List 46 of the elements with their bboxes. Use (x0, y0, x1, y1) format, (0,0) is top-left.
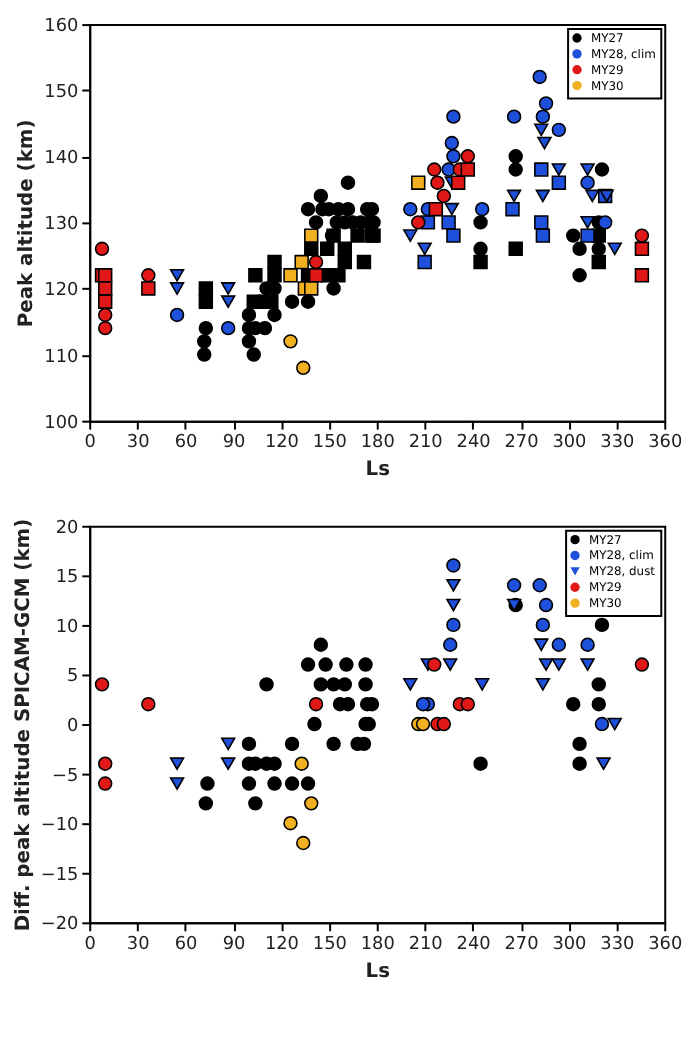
x-tick-label: 150 (312, 433, 348, 454)
y-tick-label: 100 (44, 413, 79, 434)
y-tick-label: 15 (55, 568, 79, 589)
x-tick-label: 60 (174, 935, 199, 956)
y-tick-label: 20 (55, 518, 79, 539)
y-tick-label: 120 (44, 281, 79, 302)
y-tick-label: 140 (44, 149, 79, 170)
x-tick-label: 120 (264, 935, 300, 956)
y-axis-title: Diff. peak altitude SPICAM-GCM (km) (12, 518, 35, 932)
y-tick-label: 130 (44, 215, 79, 236)
x-tick-label: 330 (600, 935, 635, 956)
x-tick-label: 180 (360, 433, 396, 454)
y-tick-label: 150 (44, 83, 79, 104)
x-tick-label: 300 (552, 433, 588, 454)
x-tick-label: 240 (456, 433, 492, 454)
x-tick-label: 180 (360, 935, 396, 956)
x-tick-label: 90 (222, 935, 246, 956)
x-tick-label: 150 (312, 935, 348, 956)
x-tick-label: 30 (126, 433, 151, 454)
x-tick-label: 330 (600, 433, 635, 454)
x-tick-label: 240 (456, 935, 492, 956)
y-tick-label: 110 (44, 347, 79, 368)
x-axis-title: Ls (365, 960, 391, 983)
x-tick-label: 120 (264, 433, 300, 454)
y-tick-label: 160 (44, 17, 79, 38)
x-tick-label: 0 (84, 433, 97, 454)
y-tick-label: 0 (66, 716, 79, 737)
x-tick-label: 90 (222, 433, 246, 454)
x-axis-title: Ls (365, 459, 391, 482)
x-tick-label: 60 (174, 433, 199, 454)
y-tick-label: 10 (55, 617, 79, 638)
x-tick-label: 30 (126, 935, 151, 956)
x-tick-label: 270 (504, 433, 540, 454)
x-tick-label: 0 (84, 935, 97, 956)
x-tick-label: 300 (552, 935, 588, 956)
y-tick-label: −20 (40, 915, 79, 936)
x-tick-label: 360 (648, 935, 683, 956)
x-tick-label: 360 (648, 433, 683, 454)
y-tick-label: −15 (40, 865, 79, 886)
x-tick-label: 210 (408, 935, 444, 956)
y-tick-label: −5 (52, 766, 79, 787)
y-tick-label: −10 (40, 816, 79, 837)
y-axis-title: Peak altitude (km) (16, 119, 39, 328)
x-tick-label: 270 (504, 935, 540, 956)
y-tick-label: 5 (66, 667, 79, 688)
x-tick-label: 210 (408, 433, 444, 454)
